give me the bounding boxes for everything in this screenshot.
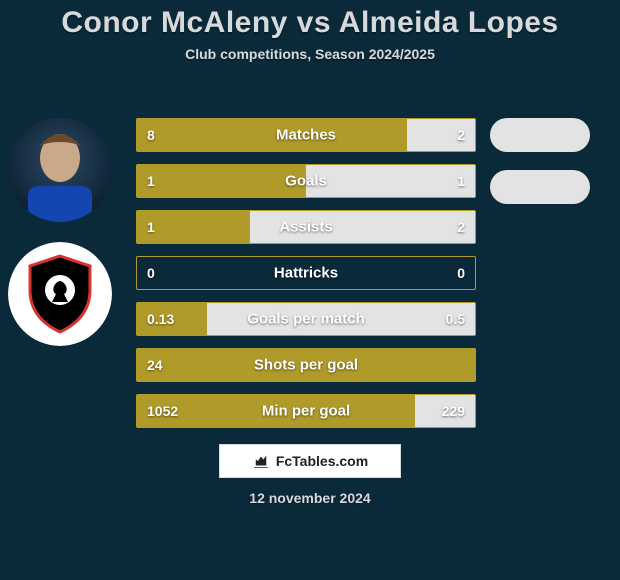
pills-column: [490, 118, 590, 222]
page-title: Conor McAleny vs Almeida Lopes: [0, 0, 620, 40]
page-subtitle: Club competitions, Season 2024/2025: [0, 46, 620, 62]
stat-value-right: 2: [457, 219, 465, 235]
stat-value-right: 2: [457, 127, 465, 143]
stat-label: Hattricks: [137, 265, 475, 282]
stat-row: 0.13Goals per match0.5: [136, 302, 476, 336]
stat-row: 1Goals1: [136, 164, 476, 198]
stat-label: Matches: [137, 127, 475, 144]
stat-row: 1052Min per goal229: [136, 394, 476, 428]
stat-value-right: 0.5: [446, 311, 465, 327]
player2-club-badge: [8, 242, 112, 346]
stats-rows: 8Matches21Goals11Assists20Hattricks00.13…: [136, 118, 476, 440]
stat-value-right: 1: [457, 173, 465, 189]
avatar-placeholder-icon: [8, 118, 112, 222]
footer-attribution[interactable]: FcTables.com: [219, 444, 401, 478]
footer-text: FcTables.com: [276, 453, 368, 469]
stat-row: 1Assists2: [136, 210, 476, 244]
player2-color-pill: [490, 170, 590, 204]
stat-value-right: 0: [457, 265, 465, 281]
stat-value-right: 229: [442, 403, 465, 419]
date-text: 12 november 2024: [0, 490, 620, 506]
club-badge-icon: [8, 242, 112, 346]
stat-label: Assists: [137, 219, 475, 236]
avatars-column: [8, 118, 112, 366]
stat-row: 24Shots per goal: [136, 348, 476, 382]
stat-row: 0Hattricks0: [136, 256, 476, 290]
stat-label: Goals: [137, 173, 475, 190]
stat-label: Min per goal: [137, 403, 475, 420]
stat-label: Shots per goal: [137, 357, 475, 374]
stat-label: Goals per match: [137, 311, 475, 328]
player1-color-pill: [490, 118, 590, 152]
chart-icon: [252, 452, 270, 470]
player1-avatar: [8, 118, 112, 222]
stat-row: 8Matches2: [136, 118, 476, 152]
